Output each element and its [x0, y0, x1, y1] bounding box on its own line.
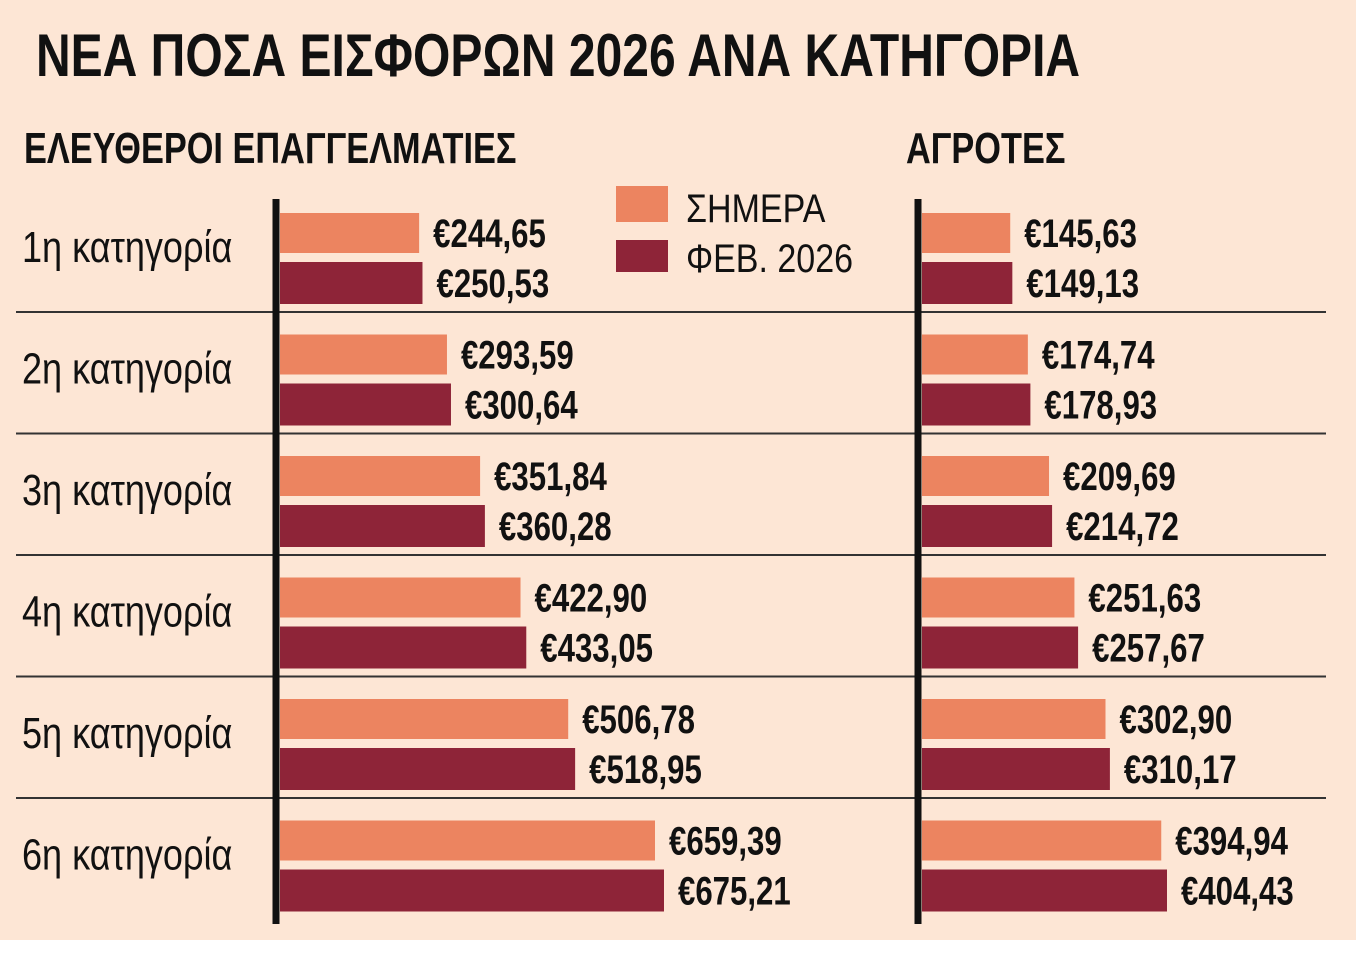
- value-label-farmers: €174,74: [1042, 333, 1155, 378]
- value-label-farmers: €302,90: [1119, 697, 1232, 742]
- bar-freelancers-feb2026: [280, 748, 576, 790]
- bar-farmers-current: [922, 699, 1106, 739]
- value-label-freelancers: €506,78: [582, 697, 695, 742]
- bar-freelancers-feb2026: [280, 262, 423, 304]
- bar-farmers-feb2026: [922, 383, 1031, 426]
- farmers-title: ΑΓΡΟΤΕΣ: [906, 124, 1066, 173]
- freelancers-title: ΕΛΕΥΘΕΡΟΙ ΕΠΑΓΓΕΛΜΑΤΙΕΣ: [24, 124, 517, 173]
- bar-farmers-current: [922, 334, 1028, 375]
- category-label: 3η κατηγορία: [22, 466, 232, 515]
- value-label-farmers: €310,17: [1124, 747, 1237, 792]
- category-label: 4η κατηγορία: [22, 587, 232, 636]
- value-label-farmers: €257,67: [1092, 626, 1205, 671]
- bar-freelancers-current: [280, 213, 420, 253]
- main-title: ΝΕΑ ΠΟΣΑ ΕΙΣΦΟΡΩΝ 2026 ΑΝΑ ΚΑΤΗΓΟΡΙΑ: [36, 22, 1081, 89]
- value-label-freelancers: €433,05: [540, 626, 653, 671]
- value-label-freelancers: €300,64: [465, 383, 578, 428]
- value-label-farmers: €145,63: [1024, 211, 1137, 256]
- bar-freelancers-current: [280, 699, 569, 739]
- legend-swatch-feb2026: [616, 240, 668, 272]
- bar-freelancers-current: [280, 820, 656, 861]
- value-label-freelancers: €250,53: [436, 261, 549, 306]
- bar-freelancers-current: [280, 456, 481, 496]
- bar-farmers-feb2026: [922, 869, 1167, 912]
- bar-farmers-current: [922, 820, 1162, 861]
- category-label: 1η κατηγορία: [22, 223, 232, 272]
- value-label-farmers: €149,13: [1026, 261, 1139, 306]
- bar-farmers-feb2026: [922, 505, 1053, 547]
- category-label: 6η κατηγορία: [22, 830, 232, 879]
- value-label-freelancers: €659,39: [669, 819, 782, 864]
- bar-freelancers-feb2026: [280, 505, 485, 547]
- value-label-farmers: €394,94: [1175, 819, 1288, 864]
- value-label-farmers: €209,69: [1063, 454, 1176, 499]
- value-label-farmers: €214,72: [1066, 504, 1179, 549]
- value-label-farmers: €178,93: [1044, 383, 1157, 428]
- value-label-freelancers: €675,21: [678, 869, 791, 914]
- value-label-freelancers: €518,95: [589, 747, 702, 792]
- bar-farmers-current: [922, 456, 1050, 496]
- value-label-freelancers: €351,84: [494, 454, 607, 499]
- bar-freelancers-feb2026: [280, 869, 664, 912]
- bar-farmers-feb2026: [922, 626, 1079, 669]
- value-label-freelancers: €244,65: [433, 211, 546, 256]
- bar-farmers-feb2026: [922, 262, 1013, 304]
- value-label-freelancers: €360,28: [499, 504, 612, 549]
- legend-swatch-current: [616, 186, 668, 222]
- legend-label-current: ΣΗΜΕΡΑ: [686, 187, 826, 231]
- bar-farmers-feb2026: [922, 748, 1110, 790]
- value-label-freelancers: €422,90: [535, 576, 648, 621]
- value-label-farmers: €251,63: [1088, 576, 1201, 621]
- bar-freelancers-feb2026: [280, 626, 527, 669]
- value-label-farmers: €404,43: [1181, 869, 1294, 914]
- category-label: 2η κατηγορία: [22, 344, 232, 393]
- category-label: 5η κατηγορία: [22, 709, 232, 758]
- bar-farmers-current: [922, 577, 1075, 618]
- bar-farmers-current: [922, 213, 1011, 253]
- bar-freelancers-current: [280, 334, 447, 375]
- legend-label-feb2026: ΦΕΒ. 2026: [686, 237, 854, 281]
- bar-freelancers-feb2026: [280, 383, 451, 426]
- value-label-freelancers: €293,59: [461, 333, 574, 378]
- bar-freelancers-current: [280, 577, 521, 618]
